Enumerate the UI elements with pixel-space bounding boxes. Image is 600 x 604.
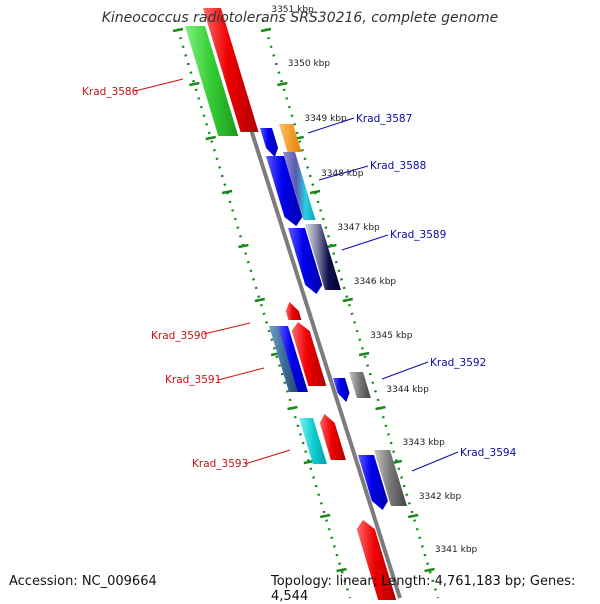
gene-label[interactable]: Krad_3586 <box>82 86 139 98</box>
gene-leader-line <box>134 78 184 92</box>
guide-dash <box>277 81 288 87</box>
gene-feature-red <box>203 8 259 132</box>
gene-feature-blue <box>260 128 279 157</box>
gene-feature-blue <box>278 326 308 392</box>
kbp-tick-label: 3342 kbp <box>419 492 462 502</box>
gene-feature-teal <box>283 152 316 220</box>
gene-feature-krad-3588 <box>266 156 303 226</box>
gene-feature-red <box>319 414 346 460</box>
gene-feature-krad-3590 <box>291 322 327 386</box>
gene-feature-krad-3594 <box>374 450 407 506</box>
gene-leader-line <box>411 451 459 472</box>
guide-dash <box>172 27 184 33</box>
gene-leader-line <box>203 322 251 335</box>
gene-feature-blue <box>358 455 388 510</box>
kbp-tick-label: 3346 kbp <box>354 277 397 287</box>
gene-label[interactable]: Krad_3590 <box>151 330 207 342</box>
guide-dash <box>326 243 337 249</box>
gene-leader-line <box>307 117 355 134</box>
guide-dash <box>189 81 200 87</box>
gene-feature-krad-3592 <box>349 372 371 398</box>
gene-feature-blue <box>333 378 350 402</box>
kbp-tick-label: 3350 kbp <box>288 59 331 69</box>
gene-label[interactable]: Krad_3588 <box>370 160 426 172</box>
gene-label[interactable]: Krad_3587 <box>356 113 412 125</box>
accession-text: Accession: NC_009664 <box>9 574 157 589</box>
gene-label[interactable]: Krad_3589 <box>390 229 446 241</box>
guide-dash <box>205 135 216 141</box>
guide-dash <box>358 351 370 357</box>
guide-dash <box>254 297 266 303</box>
strand-guide-lines <box>173 19 440 599</box>
gene-leader-line <box>341 234 389 251</box>
kbp-tick-label: 3347 kbp <box>337 223 380 233</box>
gene-label[interactable]: Krad_3594 <box>460 447 517 459</box>
guide-dash <box>319 513 331 519</box>
gene-label[interactable]: Krad_3593 <box>192 458 248 470</box>
guide-dash <box>375 405 386 411</box>
gene-feature-krad-3589 <box>288 228 323 294</box>
guide-dash <box>407 513 419 519</box>
kbp-tick-label: 3348 kbp <box>321 169 364 179</box>
gene-leader-line <box>318 165 369 181</box>
gene-leader-line <box>244 449 291 465</box>
gene-label-leaders <box>134 78 459 472</box>
kbp-tick-label: 3343 kbp <box>402 438 445 448</box>
genome-title: Kineococcus radiotolerans SRS30216, comp… <box>101 10 499 26</box>
gene-features <box>185 8 407 600</box>
kbp-tick-marks <box>172 27 435 573</box>
kbp-tick-label: 3349 kbp <box>304 114 347 124</box>
guide-dash <box>336 567 347 573</box>
guide-dash <box>238 243 249 249</box>
gene-feature-krad-3593 <box>299 418 327 464</box>
kbp-tick-label: 3345 kbp <box>370 331 413 341</box>
gene-feature-navy <box>305 224 341 290</box>
guide-dash <box>287 405 298 411</box>
guide-dash <box>221 189 233 195</box>
gene-feature-krad-3587 <box>279 124 302 152</box>
gene-feature-red <box>356 520 397 600</box>
gene-leader-line <box>381 361 429 380</box>
gene-leader-line <box>217 367 265 381</box>
gene-feature-red <box>285 302 302 320</box>
guide-dash <box>309 189 321 195</box>
gene-feature-krad-3586 <box>185 26 239 136</box>
gene-label[interactable]: Krad_3591 <box>165 374 221 386</box>
guide-dash <box>342 297 354 303</box>
kbp-tick-label: 3341 kbp <box>435 545 478 555</box>
guide-dash <box>424 567 435 573</box>
kbp-tick-label: 3344 kbp <box>386 385 429 395</box>
gene-labels: Krad_3586 Krad_3587 Krad_3588 Krad_3589 Krad… <box>82 86 517 470</box>
guide-dash <box>260 27 272 33</box>
kbp-tick-labels: 3351 kbp 3350 kbp 3349 kbp 3348 kbp 3347 kbp… <box>271 5 477 555</box>
gene-label[interactable]: Krad_3592 <box>430 357 486 369</box>
kbp-tick-label: 3351 kbp <box>271 5 314 15</box>
